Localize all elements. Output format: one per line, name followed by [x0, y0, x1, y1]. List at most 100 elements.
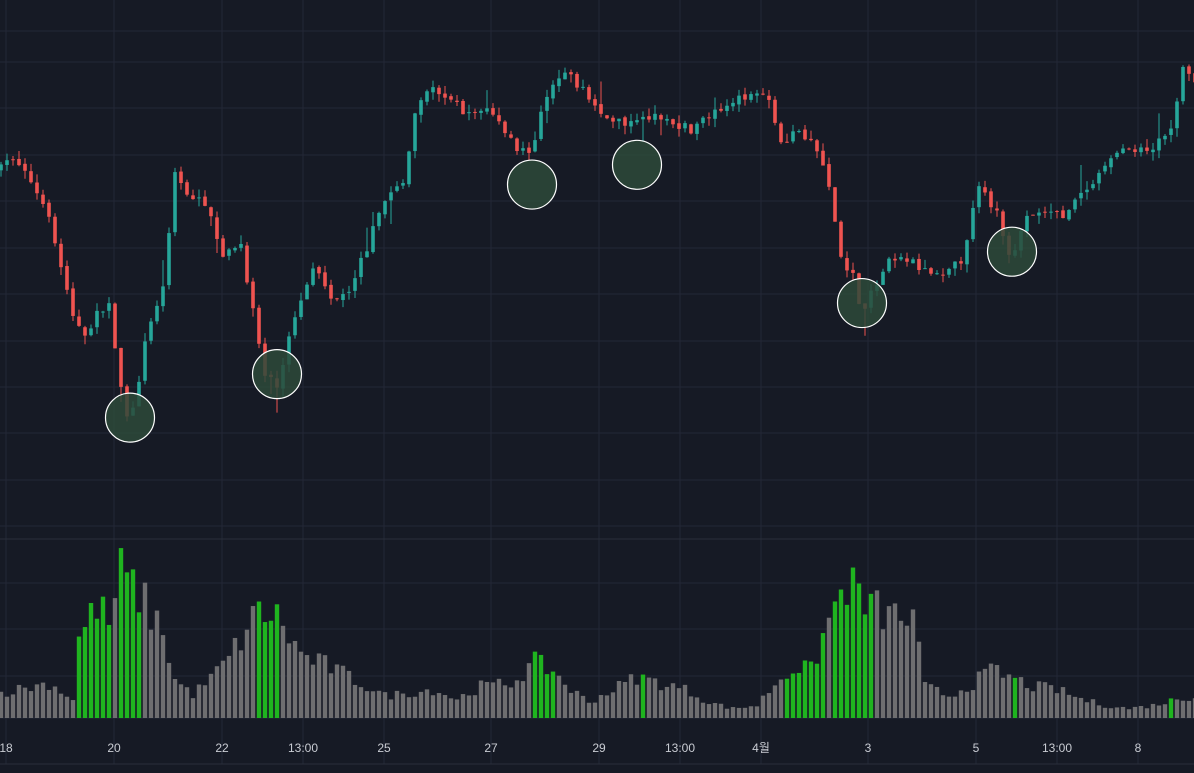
volume-bar: [208, 673, 214, 718]
candle-body: [923, 268, 927, 270]
candle-body: [233, 248, 237, 251]
x-tick-label: 29: [592, 741, 606, 755]
volume-bar: [754, 706, 760, 718]
volume-bar: [352, 684, 358, 718]
candle-body: [911, 259, 915, 264]
candle-body: [1097, 172, 1101, 184]
x-tick-label: 13:00: [665, 741, 695, 755]
volume-bar: [616, 680, 622, 718]
volume-bar: [1126, 709, 1132, 718]
candle-body: [449, 96, 453, 100]
volume-bar: [604, 695, 610, 718]
volume-bar: [844, 604, 850, 718]
circle-marker: [836, 277, 888, 329]
candle-body: [569, 72, 573, 75]
candle-body: [215, 217, 219, 239]
volume-bar: [664, 686, 670, 718]
volume-bar: [634, 684, 640, 718]
volume-bar: [214, 666, 220, 718]
candle-body: [653, 113, 657, 120]
volume-bar: [1120, 706, 1126, 718]
candle-body: [65, 266, 69, 290]
volume-bar: [286, 643, 292, 718]
candle-body: [287, 336, 291, 365]
candle-body: [779, 123, 783, 143]
x-tick-label: 13:00: [1042, 741, 1072, 755]
x-tick-label: 18: [0, 741, 13, 755]
volume-bar: [1066, 694, 1072, 718]
volume-bar: [358, 687, 364, 718]
volume-bar: [904, 625, 910, 718]
x-tick-label: 4월: [752, 741, 770, 755]
volume-bar: [346, 670, 352, 718]
candle-body: [935, 273, 939, 275]
volume-bar: [46, 689, 52, 718]
volume-bar: [328, 673, 334, 718]
volume-bar: [1060, 687, 1066, 718]
volume-bar: [238, 650, 244, 718]
volume-bar: [316, 653, 322, 718]
volume-bar: [34, 684, 40, 718]
candle-body: [383, 201, 387, 215]
candle-body: [677, 123, 681, 129]
candle-body: [251, 281, 255, 309]
candle-body: [953, 261, 957, 269]
candle-body: [185, 182, 189, 195]
volume-bar: [76, 636, 82, 718]
candle-body: [965, 240, 969, 265]
volume-bar: [10, 694, 16, 718]
volume-bar: [682, 684, 688, 718]
volume-bar: [190, 698, 196, 718]
candle-body: [89, 328, 93, 336]
candle-body: [743, 94, 747, 100]
candle-body: [1067, 209, 1071, 220]
volume-bar: [676, 688, 682, 718]
volume-bar: [64, 696, 70, 718]
candle-body: [1091, 184, 1095, 189]
volume-bar: [1138, 706, 1144, 718]
volume-bar: [952, 696, 958, 718]
volume-bar: [790, 673, 796, 718]
candle-body: [557, 78, 561, 87]
volume-bar: [760, 695, 766, 718]
candle-body: [365, 251, 369, 258]
candle-body: [1085, 189, 1089, 193]
candle-body: [1109, 158, 1113, 168]
candle-body: [983, 187, 987, 193]
candle-body: [155, 305, 159, 322]
volume-bar: [58, 693, 64, 718]
candle-body: [485, 108, 489, 112]
volume-bar: [448, 698, 454, 718]
candle-body: [335, 298, 339, 300]
candle-body: [773, 99, 777, 123]
volume-bar: [436, 693, 442, 718]
candle-body: [713, 109, 717, 119]
volume-bar: [538, 654, 544, 718]
volume-bar: [592, 702, 598, 718]
volume-bar: [706, 704, 712, 718]
volume-bar: [82, 627, 88, 718]
candle-body: [575, 73, 579, 88]
volume-bar: [322, 655, 328, 718]
volume-bar: [418, 691, 424, 718]
candle-body: [35, 182, 39, 194]
candle-body: [59, 243, 63, 268]
x-tick-label: 27: [484, 741, 498, 755]
volume-bar: [1156, 705, 1162, 718]
volume-bar: [256, 601, 262, 718]
candle-body: [209, 207, 213, 217]
candle-body: [1121, 148, 1125, 154]
volume-bar: [808, 661, 814, 718]
volume-bar: [400, 693, 406, 718]
candle-body: [929, 268, 933, 274]
volume-bar: [586, 702, 592, 718]
candle-body: [539, 111, 543, 139]
candle-body: [1187, 66, 1191, 74]
volume-bar: [994, 665, 1000, 718]
x-tick-label: 22: [215, 741, 229, 755]
candle-body: [941, 274, 945, 276]
candle-body: [419, 100, 423, 115]
volume-bar: [226, 655, 232, 718]
candle-body: [833, 187, 837, 222]
volume-bar: [694, 697, 700, 718]
